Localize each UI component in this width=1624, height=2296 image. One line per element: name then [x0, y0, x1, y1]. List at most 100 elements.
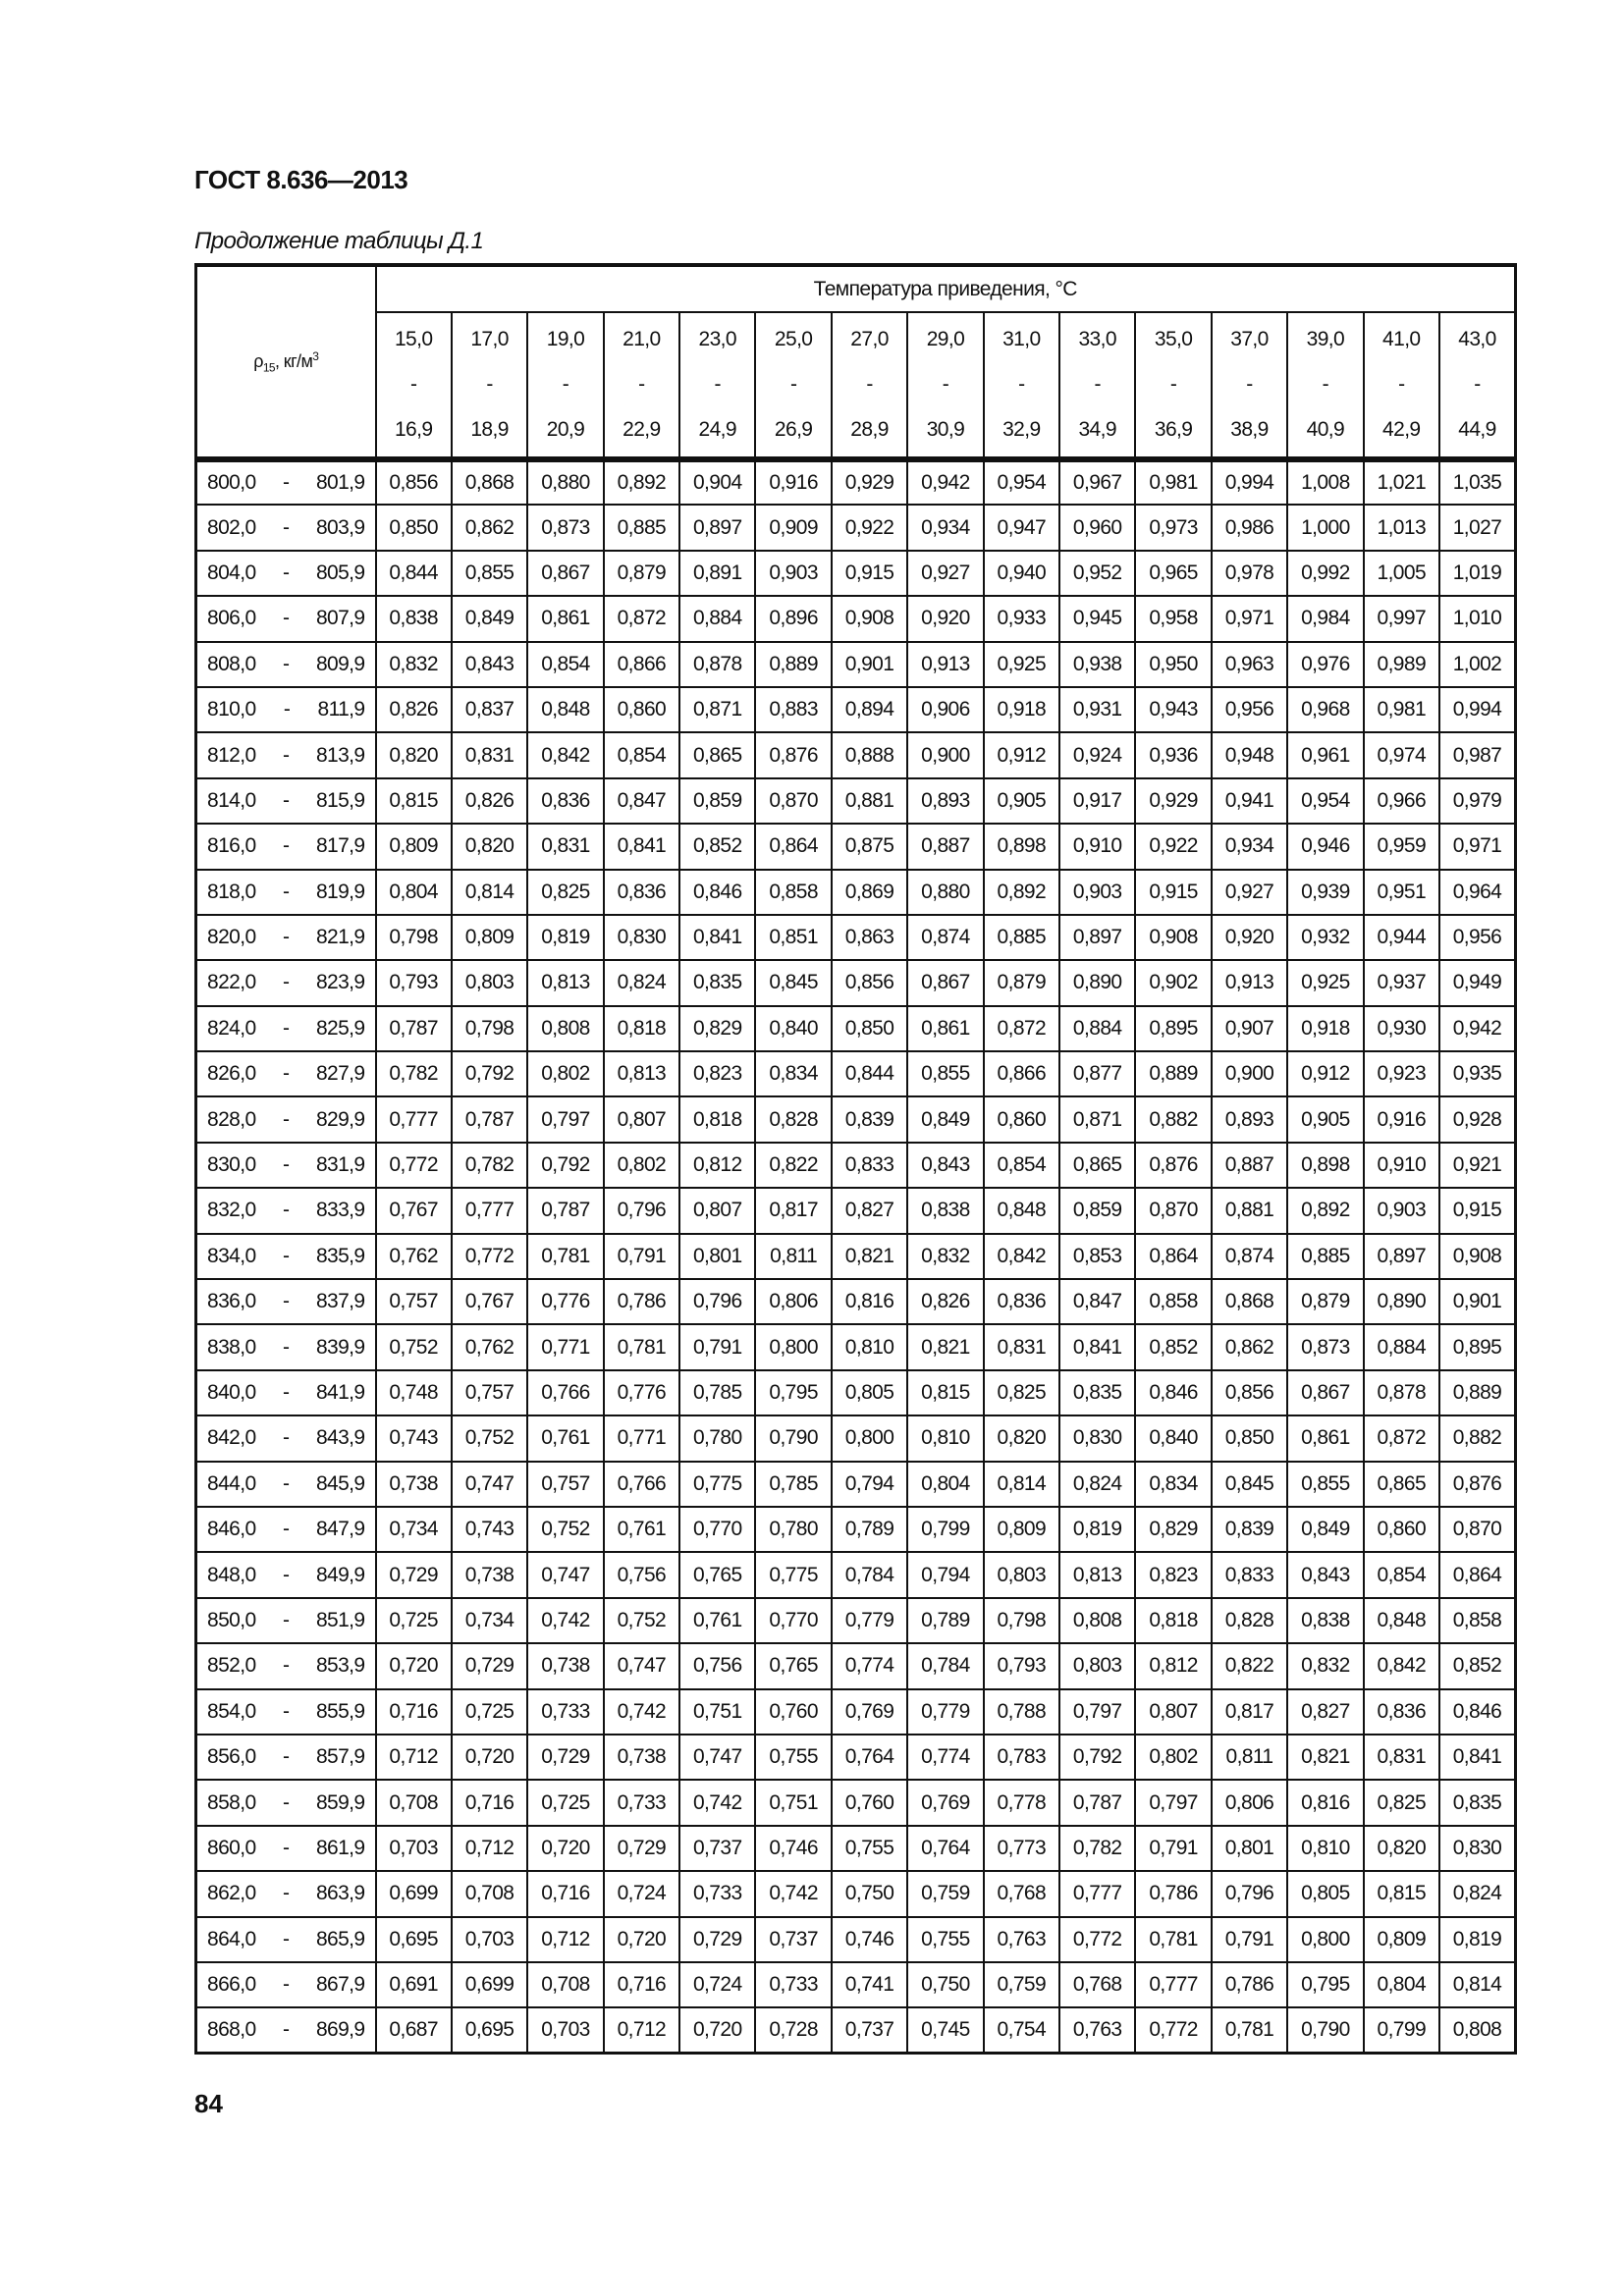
temperature-range-header: 27,0 - 28,9 — [830, 311, 909, 460]
correction-factor-cell: 0,867 — [1286, 1368, 1365, 1417]
correction-factor-cell: 0,757 — [374, 1278, 453, 1326]
correction-factor-cell: 0,903 — [1362, 1187, 1440, 1235]
correction-factor-cell: 0,809 — [1362, 1915, 1440, 1963]
correction-factor-cell: 0,815 — [374, 776, 453, 826]
correction-factor-cell: 0,847 — [602, 776, 681, 826]
correction-factor-cell: 0,927 — [906, 549, 985, 598]
correction-factor-cell: 0,795 — [754, 1368, 833, 1417]
correction-factor-cell: 0,786 — [602, 1278, 681, 1326]
correction-factor-cell: 0,869 — [830, 868, 909, 916]
correction-factor-cell: 0,862 — [1210, 1323, 1289, 1371]
density-from: 812,0 — [207, 743, 256, 767]
table-row: 832,0 - 833,9 0,767 0,777 0,787 0,796 0,807 0,81… — [194, 1187, 1517, 1235]
correction-factor-cell: 0,809 — [982, 1505, 1061, 1554]
density-sep: - — [283, 1426, 290, 1450]
correction-factor-cell: 0,880 — [526, 455, 605, 507]
density-sep: - — [283, 1608, 290, 1631]
correction-factor-cell: 0,747 — [678, 1733, 757, 1782]
correction-factor-cell: 0,978 — [1210, 549, 1289, 598]
density-sep: - — [283, 1471, 290, 1495]
correction-factor-cell: 0,884 — [1058, 1004, 1137, 1053]
density-from: 824,0 — [207, 1016, 256, 1040]
correction-factor-cell: 0,840 — [754, 1004, 833, 1053]
table-row: 814,0 - 815,9 0,815 0,826 0,836 0,847 0,859 0,87… — [194, 776, 1517, 826]
correction-factor-cell: 0,841 — [678, 913, 757, 962]
correction-factor-cell: 0,785 — [678, 1368, 757, 1417]
correction-factor-cell: 0,849 — [450, 595, 529, 643]
correction-factor-cell: 0,930 — [1362, 1004, 1440, 1053]
correction-factor-cell: 0,845 — [1210, 1460, 1289, 1508]
correction-factor-cell: 0,826 — [374, 685, 453, 734]
correction-factor-cell: 0,824 — [1058, 1460, 1137, 1508]
density-from: 868,0 — [207, 2018, 256, 2042]
density-from: 816,0 — [207, 834, 256, 858]
table-row: 852,0 - 853,9 0,720 0,729 0,738 0,747 0,756 0,76… — [194, 1642, 1517, 1690]
temperature-group-header: Температура приведения, °С — [374, 264, 1517, 313]
density-sep: - — [283, 1062, 290, 1086]
correction-factor-cell: 0,805 — [830, 1368, 909, 1417]
density-from: 850,0 — [207, 1608, 256, 1631]
correction-factor-cell: 0,860 — [982, 1095, 1061, 1144]
correction-factor-cell: 0,887 — [906, 823, 985, 871]
density-range-cell: 826,0 - 827,9 — [194, 1050, 377, 1098]
correction-factor-cell: 0,904 — [678, 455, 757, 507]
correction-factor-cell: 0,741 — [830, 1960, 909, 2009]
correction-factor-cell: 0,898 — [1286, 1141, 1365, 1190]
correction-factor-cell: 0,826 — [450, 776, 529, 826]
density-sep: - — [283, 1290, 290, 1313]
correction-factor-cell: 0,838 — [906, 1187, 985, 1235]
correction-factor-cell: 0,954 — [1286, 776, 1365, 826]
correction-factor-cell: 0,787 — [374, 1004, 453, 1053]
correction-factor-cell: 0,756 — [678, 1642, 757, 1690]
temperature-sep: - — [409, 373, 417, 396]
correction-factor-cell: 0,833 — [1210, 1551, 1289, 1599]
correction-factor-cell: 0,790 — [1286, 2006, 1365, 2055]
correction-factor-cell: 0,742 — [526, 1596, 605, 1645]
correction-factor-cell: 0,737 — [830, 2006, 909, 2055]
correction-factor-cell: 0,824 — [1437, 1870, 1517, 1918]
density-range-cell: 824,0 - 825,9 — [194, 1004, 377, 1053]
correction-factor-cell: 0,847 — [1058, 1278, 1137, 1326]
density-from: 852,0 — [207, 1654, 256, 1678]
correction-factor-cell: 0,875 — [830, 823, 909, 871]
correction-factor-cell: 0,712 — [602, 2006, 681, 2055]
correction-factor-cell: 0,776 — [602, 1368, 681, 1417]
density-sep: - — [283, 1563, 290, 1586]
correction-factor-cell: 0,716 — [526, 1870, 605, 1918]
density-range-cell: 832,0 - 833,9 — [194, 1187, 377, 1235]
correction-factor-cell: 0,782 — [450, 1141, 529, 1190]
correction-factor-cell: 0,761 — [678, 1596, 757, 1645]
density-from: 838,0 — [207, 1335, 256, 1359]
density-range-cell: 828,0 - 829,9 — [194, 1095, 377, 1144]
correction-factor-cell: 0,791 — [1210, 1915, 1289, 1963]
correction-factor-cell: 0,814 — [982, 1460, 1061, 1508]
table-row: 806,0 - 807,9 0,838 0,849 0,861 0,872 0,884 0,89… — [194, 595, 1517, 643]
density-range-cell: 806,0 - 807,9 — [194, 595, 377, 643]
density-range-cell: 862,0 - 863,9 — [194, 1870, 377, 1918]
correction-factor-cell: 0,822 — [754, 1141, 833, 1190]
table-row: 846,0-847,9 0,734 0,743 0,752 0,761 0,770 0,78… — [194, 1505, 1517, 1554]
table-row: 842,0 - 843,9 0,743 0,752 0,761 0,771 0,780 0,79… — [194, 1415, 1517, 1463]
correction-factor-cell: 0,892 — [982, 868, 1061, 916]
correction-factor-cell: 0,743 — [374, 1415, 453, 1463]
correction-factor-cell: 1,005 — [1362, 549, 1440, 598]
correction-factor-cell: 0,734 — [374, 1505, 453, 1554]
correction-factor-cell: 0,928 — [1437, 1095, 1517, 1144]
correction-factor-cell: 0,878 — [678, 640, 757, 688]
temperature-sep: - — [1018, 373, 1025, 396]
correction-factor-cell: 0,891 — [678, 549, 757, 598]
density-sep: - — [283, 743, 290, 767]
correction-factor-cell: 0,779 — [906, 1687, 985, 1735]
correction-factor-cell: 0,843 — [450, 640, 529, 688]
correction-factor-cell: 0,971 — [1210, 595, 1289, 643]
correction-factor-cell: 0,879 — [602, 549, 681, 598]
density-from: 840,0 — [207, 1381, 256, 1404]
density-from: 820,0 — [207, 926, 256, 949]
correction-factor-cell: 0,839 — [1210, 1505, 1289, 1554]
temperature-sep: - — [1094, 373, 1102, 396]
correction-factor-cell: 0,748 — [374, 1368, 453, 1417]
correction-factor-cell: 0,738 — [374, 1460, 453, 1508]
correction-factor-cell: 0,854 — [1362, 1551, 1440, 1599]
density-range-cell: 848,0 - 849,9 — [194, 1551, 377, 1599]
correction-factor-cell: 0,915 — [1437, 1187, 1517, 1235]
